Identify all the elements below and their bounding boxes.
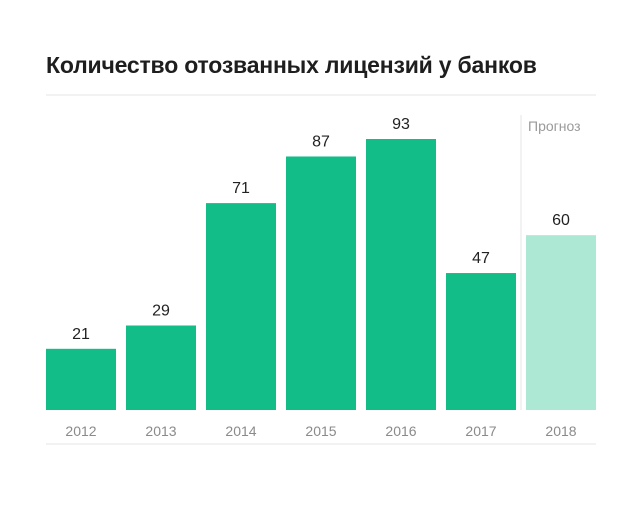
bar-2012 (46, 348, 116, 410)
x-tick-2018: 2018 (545, 423, 576, 439)
bar-2013 (126, 325, 196, 410)
bar-2014 (206, 203, 276, 410)
value-label-2014: 71 (232, 180, 250, 197)
bar-2016 (366, 139, 436, 410)
x-tick-2013: 2013 (145, 423, 176, 439)
x-tick-2017: 2017 (465, 423, 496, 439)
x-tick-2014: 2014 (225, 423, 256, 439)
bar-2015 (286, 156, 356, 410)
chart-title: Количество отозванных лицензий у банков (46, 52, 537, 78)
value-label-2017: 47 (472, 250, 490, 267)
bar-2017 (446, 273, 516, 410)
x-tick-2016: 2016 (385, 423, 416, 439)
value-label-2015: 87 (312, 133, 330, 150)
forecast-label: Прогноз (528, 118, 581, 134)
value-label-2013: 29 (152, 302, 170, 319)
bar-2018 (526, 235, 596, 410)
x-tick-2015: 2015 (305, 423, 336, 439)
value-label-2018: 60 (552, 212, 570, 229)
value-label-2012: 21 (72, 326, 90, 343)
value-label-2016: 93 (392, 116, 410, 133)
x-tick-2012: 2012 (65, 423, 96, 439)
